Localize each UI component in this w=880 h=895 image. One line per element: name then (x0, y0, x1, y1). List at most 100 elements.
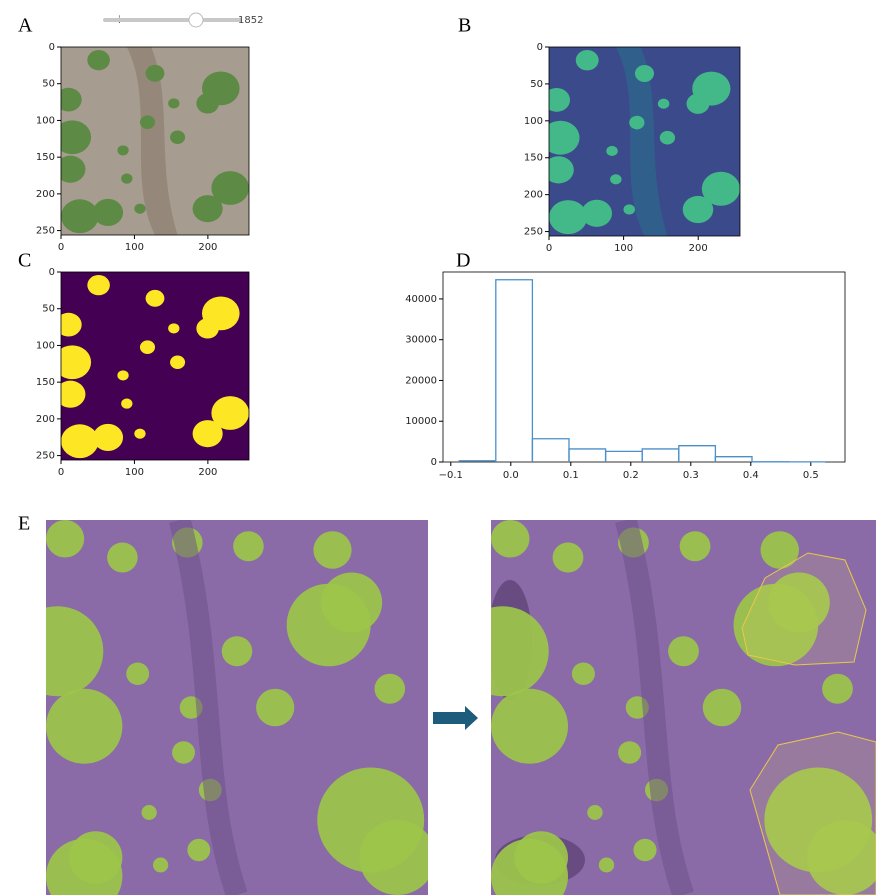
blob (659, 130, 676, 145)
slider-knob[interactable] (188, 12, 204, 28)
plant (107, 542, 138, 573)
blob (134, 203, 146, 214)
plant (702, 688, 742, 727)
plant (187, 838, 211, 862)
y-tick-label: 0 (49, 267, 55, 278)
y-tick-label: 200 (524, 190, 543, 201)
y-tick-label: 20000 (405, 375, 437, 386)
plant (141, 805, 157, 820)
y-tick-label: 0 (537, 42, 543, 53)
blob (145, 289, 165, 307)
blob (134, 428, 146, 439)
plant (768, 572, 830, 633)
plant (152, 857, 169, 873)
blob (682, 195, 714, 224)
blob (196, 93, 219, 114)
blob (211, 396, 249, 430)
image (549, 47, 740, 236)
row-shadow (615, 520, 694, 895)
blob (61, 87, 82, 112)
y-tick-label: 0 (49, 42, 55, 53)
image-path (126, 47, 178, 235)
blob (575, 50, 599, 71)
blob (87, 50, 110, 71)
blob (139, 115, 155, 129)
panel-letter: E (18, 513, 30, 535)
blob (139, 340, 155, 354)
blob (192, 195, 223, 223)
y-tick-label: 10000 (405, 416, 437, 427)
blob (170, 130, 186, 145)
panel-letter: A (18, 15, 33, 37)
x-tick-label: 200 (689, 243, 708, 254)
blob (145, 64, 165, 82)
y-tick-label: 150 (524, 153, 543, 164)
y-tick-label: 100 (524, 116, 543, 127)
blob (549, 120, 580, 155)
blob (581, 199, 613, 227)
y-tick-label: 40000 (405, 294, 437, 305)
y-tick-label: 30000 (405, 335, 437, 346)
plant (126, 662, 150, 685)
plant (233, 531, 264, 562)
slider-value: 1852 (238, 15, 263, 26)
panel-letter: D (456, 250, 470, 272)
x-tick-label: 0.3 (683, 470, 699, 481)
y-tick-label: 150 (36, 377, 55, 388)
x-tick-label: 200 (198, 242, 217, 253)
blob (61, 155, 86, 183)
x-tick-label: 200 (198, 467, 217, 478)
histogram-step (495, 279, 534, 462)
blob (634, 64, 655, 82)
axes-frame (60, 46, 250, 236)
x-tick-label: 0 (58, 467, 64, 478)
axes-frame (442, 271, 846, 463)
y-tick-label: 200 (36, 189, 55, 200)
blob (170, 355, 186, 370)
y-tick-label: 250 (36, 226, 55, 237)
blob (549, 156, 574, 184)
blob (549, 88, 571, 112)
plant (668, 636, 699, 667)
blob (701, 171, 740, 206)
y-tick-label: 200 (36, 414, 55, 425)
blob (61, 424, 99, 459)
y-tick-label: 0 (431, 457, 437, 468)
overlay-image-right (491, 520, 876, 895)
plant (68, 831, 123, 884)
y-tick-label: 50 (530, 79, 543, 90)
x-tick-label: 100 (125, 467, 144, 478)
axes-frame (548, 46, 741, 237)
row-shadow (169, 520, 248, 895)
blob (92, 423, 124, 451)
blob (121, 398, 133, 409)
overlay-image-left (46, 520, 428, 895)
blob (168, 98, 180, 109)
plant (256, 688, 295, 727)
image-path (615, 47, 668, 236)
x-tick-label: 100 (614, 243, 633, 254)
hull (741, 552, 867, 666)
blob (61, 380, 86, 408)
histogram-step (714, 456, 753, 462)
y-tick-label: 100 (36, 115, 55, 126)
histogram-step (678, 445, 717, 462)
y-tick-label: 50 (42, 79, 55, 90)
blob (87, 275, 110, 296)
x-tick-label: 0 (546, 243, 552, 254)
plant (514, 831, 568, 884)
blob (610, 174, 622, 185)
plant (633, 838, 657, 862)
plant (679, 531, 711, 562)
y-tick-label: 100 (36, 340, 55, 351)
blob (168, 323, 180, 334)
panel-letter: B (458, 15, 471, 37)
blob (61, 120, 92, 155)
blob (211, 171, 249, 205)
plant (587, 805, 603, 820)
plant (374, 673, 406, 704)
x-tick-label: 0.4 (743, 470, 759, 481)
plant (552, 542, 584, 573)
blob (117, 145, 129, 156)
